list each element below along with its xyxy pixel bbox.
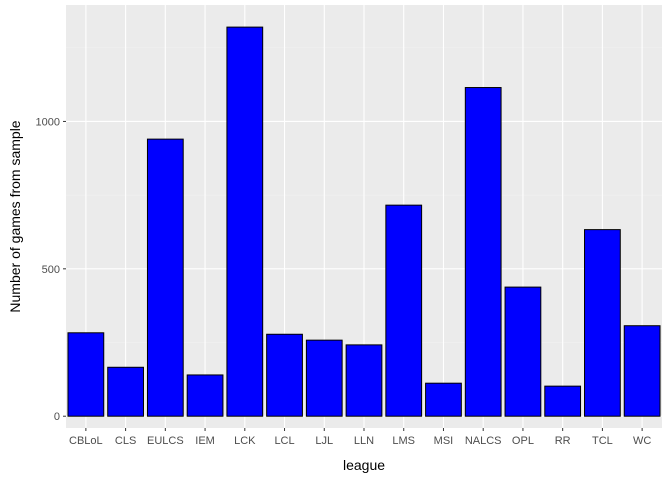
y-axis: 0 500 1000: [36, 116, 66, 423]
x-tick-label: CLS: [115, 435, 136, 447]
x-tick-label: LLN: [354, 435, 374, 447]
bar-opl: [504, 286, 542, 417]
bar-tcl: [584, 229, 621, 417]
x-axis: CBLoL CLS EULCS IEM LCK LCL LJL LLN LMS MSI NALCS O…: [69, 428, 651, 447]
bar-lck: [226, 26, 264, 417]
x-tick-label: OPL: [512, 435, 534, 447]
bar-wc: [623, 325, 661, 417]
bar-lcl: [266, 333, 303, 417]
y-axis-title: Number of games from sample: [7, 120, 23, 312]
bar-lms: [385, 204, 423, 417]
x-tick-label: TCL: [592, 435, 613, 447]
bar-eulcs: [146, 138, 184, 417]
y-tick-label: 500: [42, 264, 60, 276]
x-tick-label: CBLoL: [69, 435, 103, 447]
bar-cblol: [67, 332, 105, 417]
x-tick-label: EULCS: [147, 435, 184, 447]
bars: [67, 26, 661, 417]
x-tick-label: WC: [633, 435, 651, 447]
x-tick-label: MSI: [434, 435, 454, 447]
bar-iem: [186, 374, 224, 417]
bar-cls: [107, 366, 144, 417]
bar-lln: [345, 344, 383, 417]
bar-msi: [425, 382, 462, 417]
bar-rr: [544, 385, 582, 417]
x-tick-label: LJL: [315, 435, 333, 447]
x-axis-title: league: [343, 457, 385, 473]
x-tick-label: NALCS: [465, 435, 502, 447]
bar-ljl: [305, 339, 343, 417]
bar-nalcs: [464, 87, 502, 417]
x-tick-label: LCK: [234, 435, 256, 447]
y-tick-label: 1000: [36, 116, 60, 128]
x-tick-label: IEM: [195, 435, 215, 447]
y-tick-label: 0: [54, 411, 60, 423]
x-tick-label: LMS: [392, 435, 415, 447]
x-tick-label: LCL: [274, 435, 294, 447]
x-tick-label: RR: [555, 435, 571, 447]
